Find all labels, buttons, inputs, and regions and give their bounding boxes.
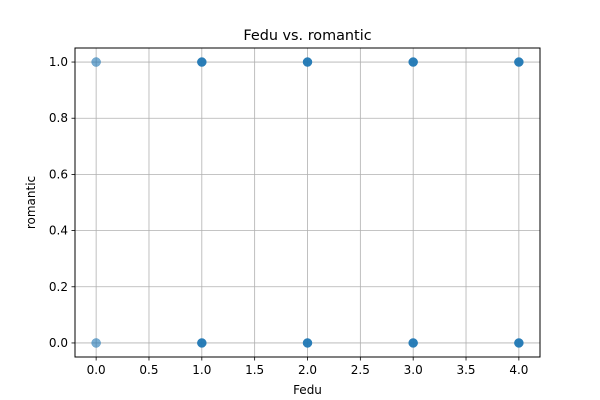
scatter-point — [197, 57, 207, 67]
x-tick-label: 2.0 — [298, 363, 317, 377]
scatter-point — [514, 57, 524, 67]
y-tick-label: 0.6 — [49, 167, 68, 181]
x-tick-label: 3.0 — [404, 363, 423, 377]
y-tick-label: 0.0 — [49, 336, 68, 350]
scatter-point — [514, 338, 524, 348]
y-axis-label: romantic — [24, 176, 38, 229]
scatter-point — [197, 338, 207, 348]
x-axis-ticks: 0.0 0.5 1.0 1.5 2.0 2.5 3.0 3.5 4.0 — [87, 357, 528, 377]
x-tick-label: 0.5 — [139, 363, 158, 377]
x-tick-label: 0.0 — [87, 363, 106, 377]
y-tick-label: 1.0 — [49, 55, 68, 69]
data-points — [91, 57, 524, 348]
x-tick-label: 1.0 — [192, 363, 211, 377]
scatter-point — [302, 338, 313, 348]
x-tick-label: 1.5 — [245, 363, 264, 377]
scatter-point — [408, 338, 418, 348]
chart-title: Fedu vs. romantic — [243, 28, 371, 44]
scatter-point — [408, 57, 418, 67]
y-tick-label: 0.2 — [49, 280, 68, 294]
y-axis-ticks: 0.0 0.2 0.4 0.6 0.8 1.0 — [49, 55, 75, 350]
scatter-point — [91, 338, 101, 348]
y-tick-label: 0.4 — [49, 224, 68, 238]
x-tick-label: 3.5 — [456, 363, 475, 377]
x-tick-label: 4.0 — [509, 363, 528, 377]
grid-lines — [75, 48, 540, 357]
x-tick-label: 2.5 — [351, 363, 370, 377]
scatter-point — [302, 57, 313, 67]
scatter-point — [91, 57, 101, 67]
y-tick-label: 0.8 — [49, 111, 68, 125]
x-axis-label: Fedu — [293, 383, 322, 397]
